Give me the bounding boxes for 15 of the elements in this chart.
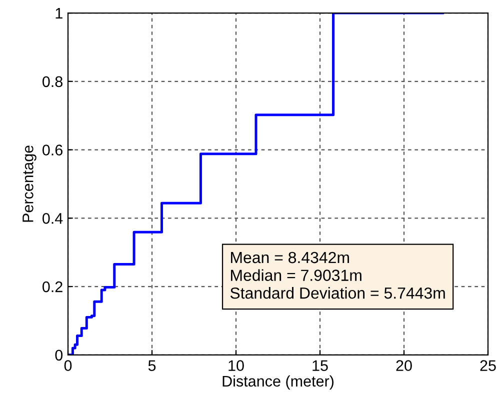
y-tick-label: 0.2 [42, 281, 62, 292]
y-tick-label: 0.4 [42, 213, 63, 224]
x-tick-label: 25 [480, 360, 496, 371]
y-tick-label: 0 [55, 350, 63, 361]
y-tick-label: 1 [56, 8, 62, 19]
x-axis-title: Distance (meter) [222, 375, 334, 390]
annotation: Mean = 8.4342m Median = 7.9031m Standard Deviation = 5.7443m [230, 252, 445, 299]
y-tick-label: 0.8 [42, 76, 62, 88]
x-tick-label: 10 [228, 360, 244, 371]
y-axis-title: Percentage [22, 146, 36, 222]
x-tick-label: 0 [64, 360, 72, 371]
x-tick-label: 5 [148, 360, 156, 371]
x-tick-label: 20 [396, 360, 412, 371]
y-tick-label: 0.6 [42, 144, 62, 156]
x-tick-label: 15 [312, 360, 328, 371]
